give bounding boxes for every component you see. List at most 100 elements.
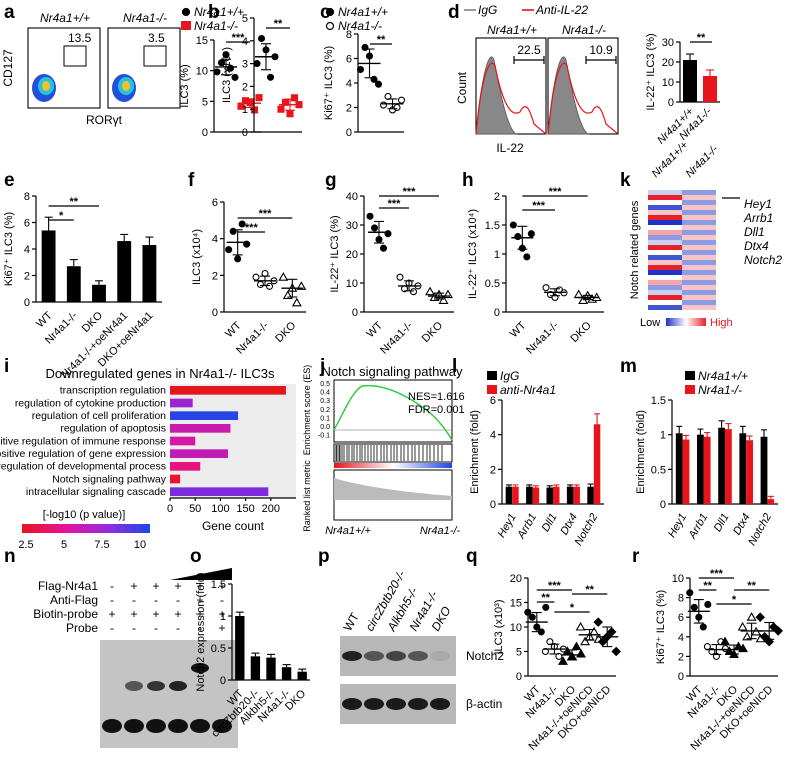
data-point [225, 246, 233, 254]
y-tick-label: 0.5 [211, 643, 226, 655]
data-point [576, 648, 586, 658]
data-point [253, 60, 261, 68]
x-category-label: Dtx4 [731, 512, 753, 538]
y-tick-label: 0 [202, 127, 208, 139]
flow-x-axis-title: RORγt [86, 113, 123, 127]
y-tick-label: 10 [672, 573, 684, 585]
panel-label: j [319, 356, 325, 377]
y-tick-label: 4 [678, 632, 684, 644]
es-tick-label: 0.0 [320, 424, 330, 431]
bar [675, 433, 683, 504]
y-tick-label: 2 [212, 270, 218, 282]
shifted-band [125, 681, 143, 691]
y-axis-title: ILC3 (x10³) [493, 599, 505, 654]
emsa-sign: - [176, 593, 180, 607]
heatmap-cell [648, 205, 682, 210]
heatmap-cell [682, 300, 716, 305]
y-tick-label: 2 [490, 464, 496, 476]
notch2-band [364, 651, 384, 661]
y-tick-label: 8 [678, 593, 684, 605]
heatmap-cell [682, 285, 716, 290]
significance-label: * [570, 602, 575, 614]
y-axis-title: Ki67⁺ ILC3 (%) [3, 212, 15, 286]
y-tick-label: 0 [668, 97, 674, 109]
data-point [509, 221, 517, 229]
heatmap-cell [682, 280, 716, 285]
heatmap-cell [682, 220, 716, 225]
y-tick-label: 0 [660, 499, 666, 511]
density-blob [122, 81, 130, 91]
emsa-sign: + [218, 579, 225, 593]
panel-label: m [620, 356, 637, 377]
heatmap-cell [682, 210, 716, 215]
panel-label: q [466, 546, 478, 567]
data-point [255, 94, 263, 102]
emsa-sign: + [196, 607, 203, 621]
data-point [589, 626, 600, 636]
heatmap-cell [648, 230, 682, 235]
significance-label: ** [541, 592, 550, 604]
bar [235, 616, 245, 680]
category-label: positive regulation of gene expression [0, 448, 166, 460]
x-tick-label: 100 [211, 503, 229, 515]
free-probe-band [212, 719, 232, 733]
lane-label: WT [340, 610, 362, 634]
gate-percentage: 13.5 [68, 31, 92, 45]
data-point [222, 51, 230, 59]
y-axis-title: Enrichment (fold) [635, 410, 647, 494]
gate-percentage: 3.5 [148, 31, 165, 45]
y-tick-label: 2 [346, 103, 352, 115]
legend-label: IgG [500, 369, 519, 383]
y-tick-label: 2 [494, 191, 500, 203]
actin-band [386, 698, 406, 710]
panel-label: d [448, 2, 460, 23]
notch2-band [386, 651, 406, 661]
y-tick-label: 1 [242, 104, 248, 116]
enrichment-curve [333, 384, 453, 441]
panel-label: e [4, 170, 15, 191]
data-point [523, 253, 531, 261]
data-point [755, 612, 765, 622]
significance-label: * [732, 594, 737, 606]
heatmap-cell [682, 270, 716, 275]
bar [505, 486, 513, 504]
heatmap-cell [648, 290, 682, 295]
emsa-sign: + [196, 579, 203, 593]
data-point [542, 284, 550, 292]
panel-label: p [318, 546, 330, 567]
data-point [238, 220, 246, 228]
emsa-sign: + [174, 607, 181, 621]
actin-band [342, 698, 362, 710]
x-category-label: Dll1 [712, 512, 732, 534]
y-tick-label: 2 [242, 81, 248, 93]
heatmap-cell [648, 235, 682, 240]
es-tick-label: -0.1 [318, 433, 330, 440]
heatmap-cell [682, 215, 716, 220]
bar [682, 439, 690, 504]
shifted-band [147, 681, 165, 691]
heatmap-cell [648, 225, 682, 230]
bar [593, 424, 601, 504]
emsa-sign: - [110, 593, 114, 607]
y-tick-label: 0.5 [485, 278, 500, 290]
free-probe-band [190, 719, 210, 733]
gene-label: Dtx4 [744, 239, 769, 253]
bar [170, 474, 181, 484]
x-category-label: Nr4a1-/- [524, 319, 561, 356]
y-tick-label: 10 [510, 622, 522, 634]
gsea-title: Notch signaling pathway [322, 364, 463, 379]
x-tick-label: 50 [189, 503, 201, 515]
y-axis-title: IL-22⁺ ILC3 (%) [645, 33, 657, 110]
legend-marker [685, 371, 695, 380]
data-point [265, 282, 274, 290]
bar [266, 657, 276, 680]
emsa-sign: + [218, 621, 225, 635]
shifted-band [191, 663, 209, 673]
heatmap-cell [682, 205, 716, 210]
gene-label: Dll1 [744, 225, 765, 239]
legend-label: Nr4a1+/+ [698, 369, 748, 383]
category-label: positive regulation of developmental pro… [0, 461, 166, 473]
heatmap-cell [648, 305, 682, 310]
bar [566, 486, 574, 504]
